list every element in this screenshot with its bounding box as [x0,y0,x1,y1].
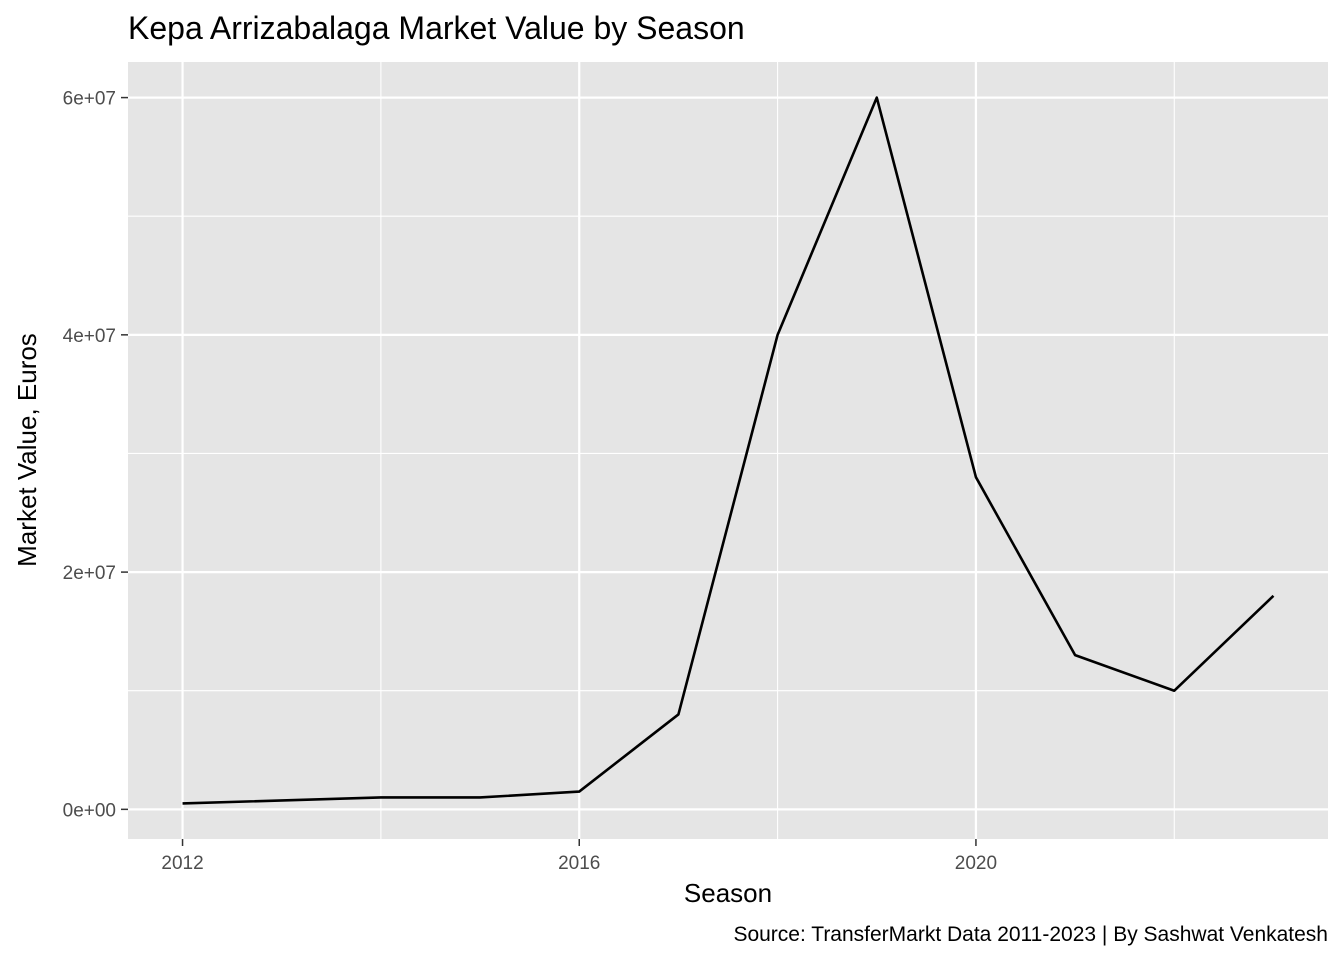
series-line [182,96,1275,805]
y-axis-title: Market Value, Euros [12,333,42,567]
x-axis-title: Season [684,878,772,908]
chart-title: Kepa Arrizabalaga Market Value by Season [128,10,745,46]
caption: Source: TransferMarkt Data 2011-2023 | B… [733,923,1328,946]
y-tick-label: 4e+07 [63,326,116,347]
y-tick-label: 6e+07 [63,89,116,110]
x-tick-label: 2016 [558,853,600,874]
x-axis: 2012 2016 2020 [161,839,997,874]
plot-panel [128,62,1328,839]
x-tick-label: 2020 [955,853,997,874]
x-tick-label: 2012 [161,853,203,874]
y-axis: 0e+00 2e+07 4e+07 6e+07 [63,89,128,821]
minor-gridlines [128,62,1328,839]
y-tick-label: 0e+00 [63,800,116,821]
series-layer [182,96,1275,805]
y-tick-label: 2e+07 [63,563,116,584]
major-gridlines [128,62,1328,839]
